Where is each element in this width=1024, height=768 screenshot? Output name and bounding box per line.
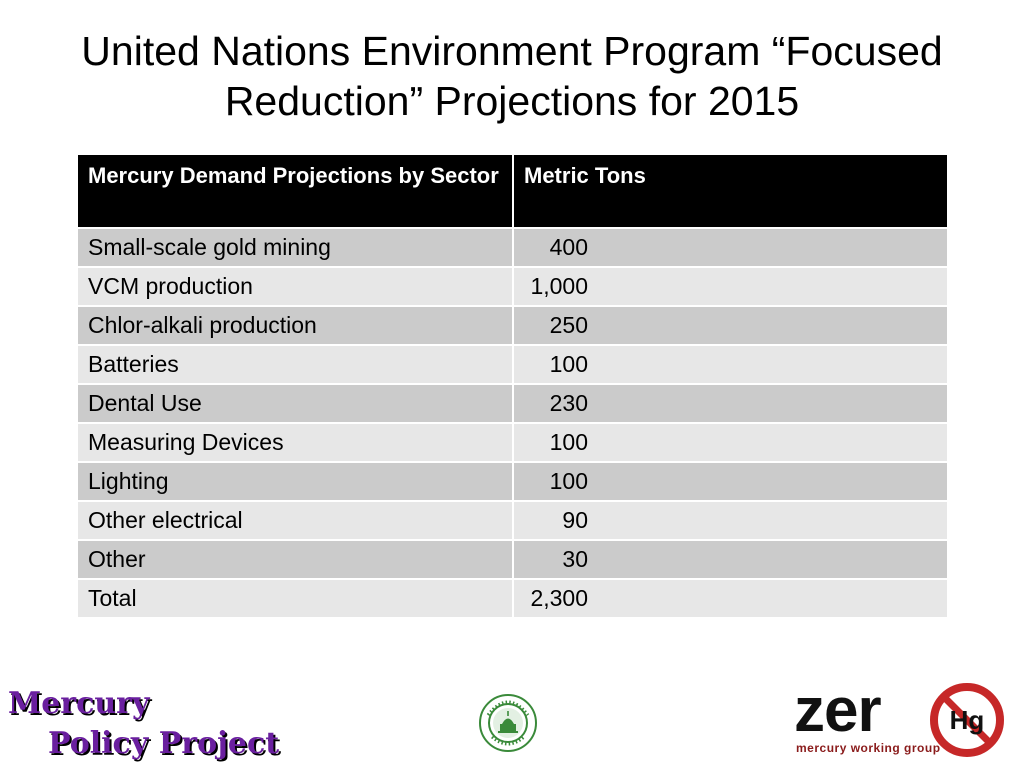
table-row: Other electrical 90	[76, 500, 949, 541]
sector-cell: Dental Use	[76, 383, 514, 424]
zero-mercury-logo: zer Hg mercury working group	[794, 676, 1006, 762]
table-header-row: Mercury Demand Projections by Sector Met…	[76, 153, 949, 229]
table-row: Dental Use 230	[76, 383, 949, 424]
sector-cell: Total	[76, 578, 514, 619]
table-row: Chlor-alkali production 250	[76, 305, 949, 346]
tons-cell: 2,300	[512, 578, 949, 619]
table-row: Small-scale gold mining 400	[76, 227, 949, 268]
no-mercury-icon: Hg	[930, 683, 1004, 757]
tons-cell: 400	[512, 227, 949, 268]
tons-cell: 100	[512, 422, 949, 463]
tons-cell: 100	[512, 461, 949, 502]
sector-cell: Lighting	[76, 461, 514, 502]
table-row: Lighting 100	[76, 461, 949, 502]
mpp-logo-line-2: Policy Project	[48, 726, 280, 761]
slide-title-line-1: United Nations Environment Program “Focu…	[81, 28, 943, 74]
table-row: VCM production 1,000	[76, 266, 949, 307]
slide-title-line-2: Reduction” Projections for 2015	[224, 78, 800, 124]
zero-subtitle: mercury working group	[796, 741, 941, 755]
mercury-demand-table: Mercury Demand Projections by Sector Met…	[76, 153, 949, 619]
tons-value: 1,000	[530, 273, 588, 299]
table-row: Measuring Devices 100	[76, 422, 949, 463]
sector-cell: Chlor-alkali production	[76, 305, 514, 346]
tons-cell: 100	[512, 344, 949, 385]
tons-cell: 30	[512, 539, 949, 580]
zero-wordmark: zer	[794, 676, 882, 745]
column-header-sector: Mercury Demand Projections by Sector	[76, 153, 514, 229]
tons-cell: 1,000	[512, 266, 949, 307]
tons-cell: 90	[512, 500, 949, 541]
slide-title: United Nations Environment Program “Focu…	[0, 26, 1024, 126]
tons-value: 90	[562, 507, 588, 533]
tons-value: 30	[562, 546, 588, 572]
table-row: Other 30	[76, 539, 949, 580]
tons-cell: 250	[512, 305, 949, 346]
sector-cell: Other	[76, 539, 514, 580]
tons-value: 250	[549, 312, 588, 338]
tons-value: 2,300	[530, 585, 588, 611]
mpp-logo-line-1: Mercury	[8, 686, 150, 721]
tons-cell: 230	[512, 383, 949, 424]
sector-cell: Small-scale gold mining	[76, 227, 514, 268]
sector-cell: VCM production	[76, 266, 514, 307]
mercury-policy-project-logo: Mercury Policy Project	[8, 684, 288, 764]
tons-value: 100	[549, 468, 588, 494]
tons-value: 400	[549, 234, 588, 260]
table-row: Batteries 100	[76, 344, 949, 385]
hg-symbol: Hg	[950, 705, 985, 735]
green-purchasing-institute-logo	[479, 694, 537, 752]
sector-cell: Measuring Devices	[76, 422, 514, 463]
sector-cell: Other electrical	[76, 500, 514, 541]
table-row-total: Total 2,300	[76, 578, 949, 619]
tons-value: 100	[549, 351, 588, 377]
tons-value: 230	[549, 390, 588, 416]
sector-cell: Batteries	[76, 344, 514, 385]
column-header-metric-tons: Metric Tons	[512, 153, 949, 229]
tons-value: 100	[549, 429, 588, 455]
